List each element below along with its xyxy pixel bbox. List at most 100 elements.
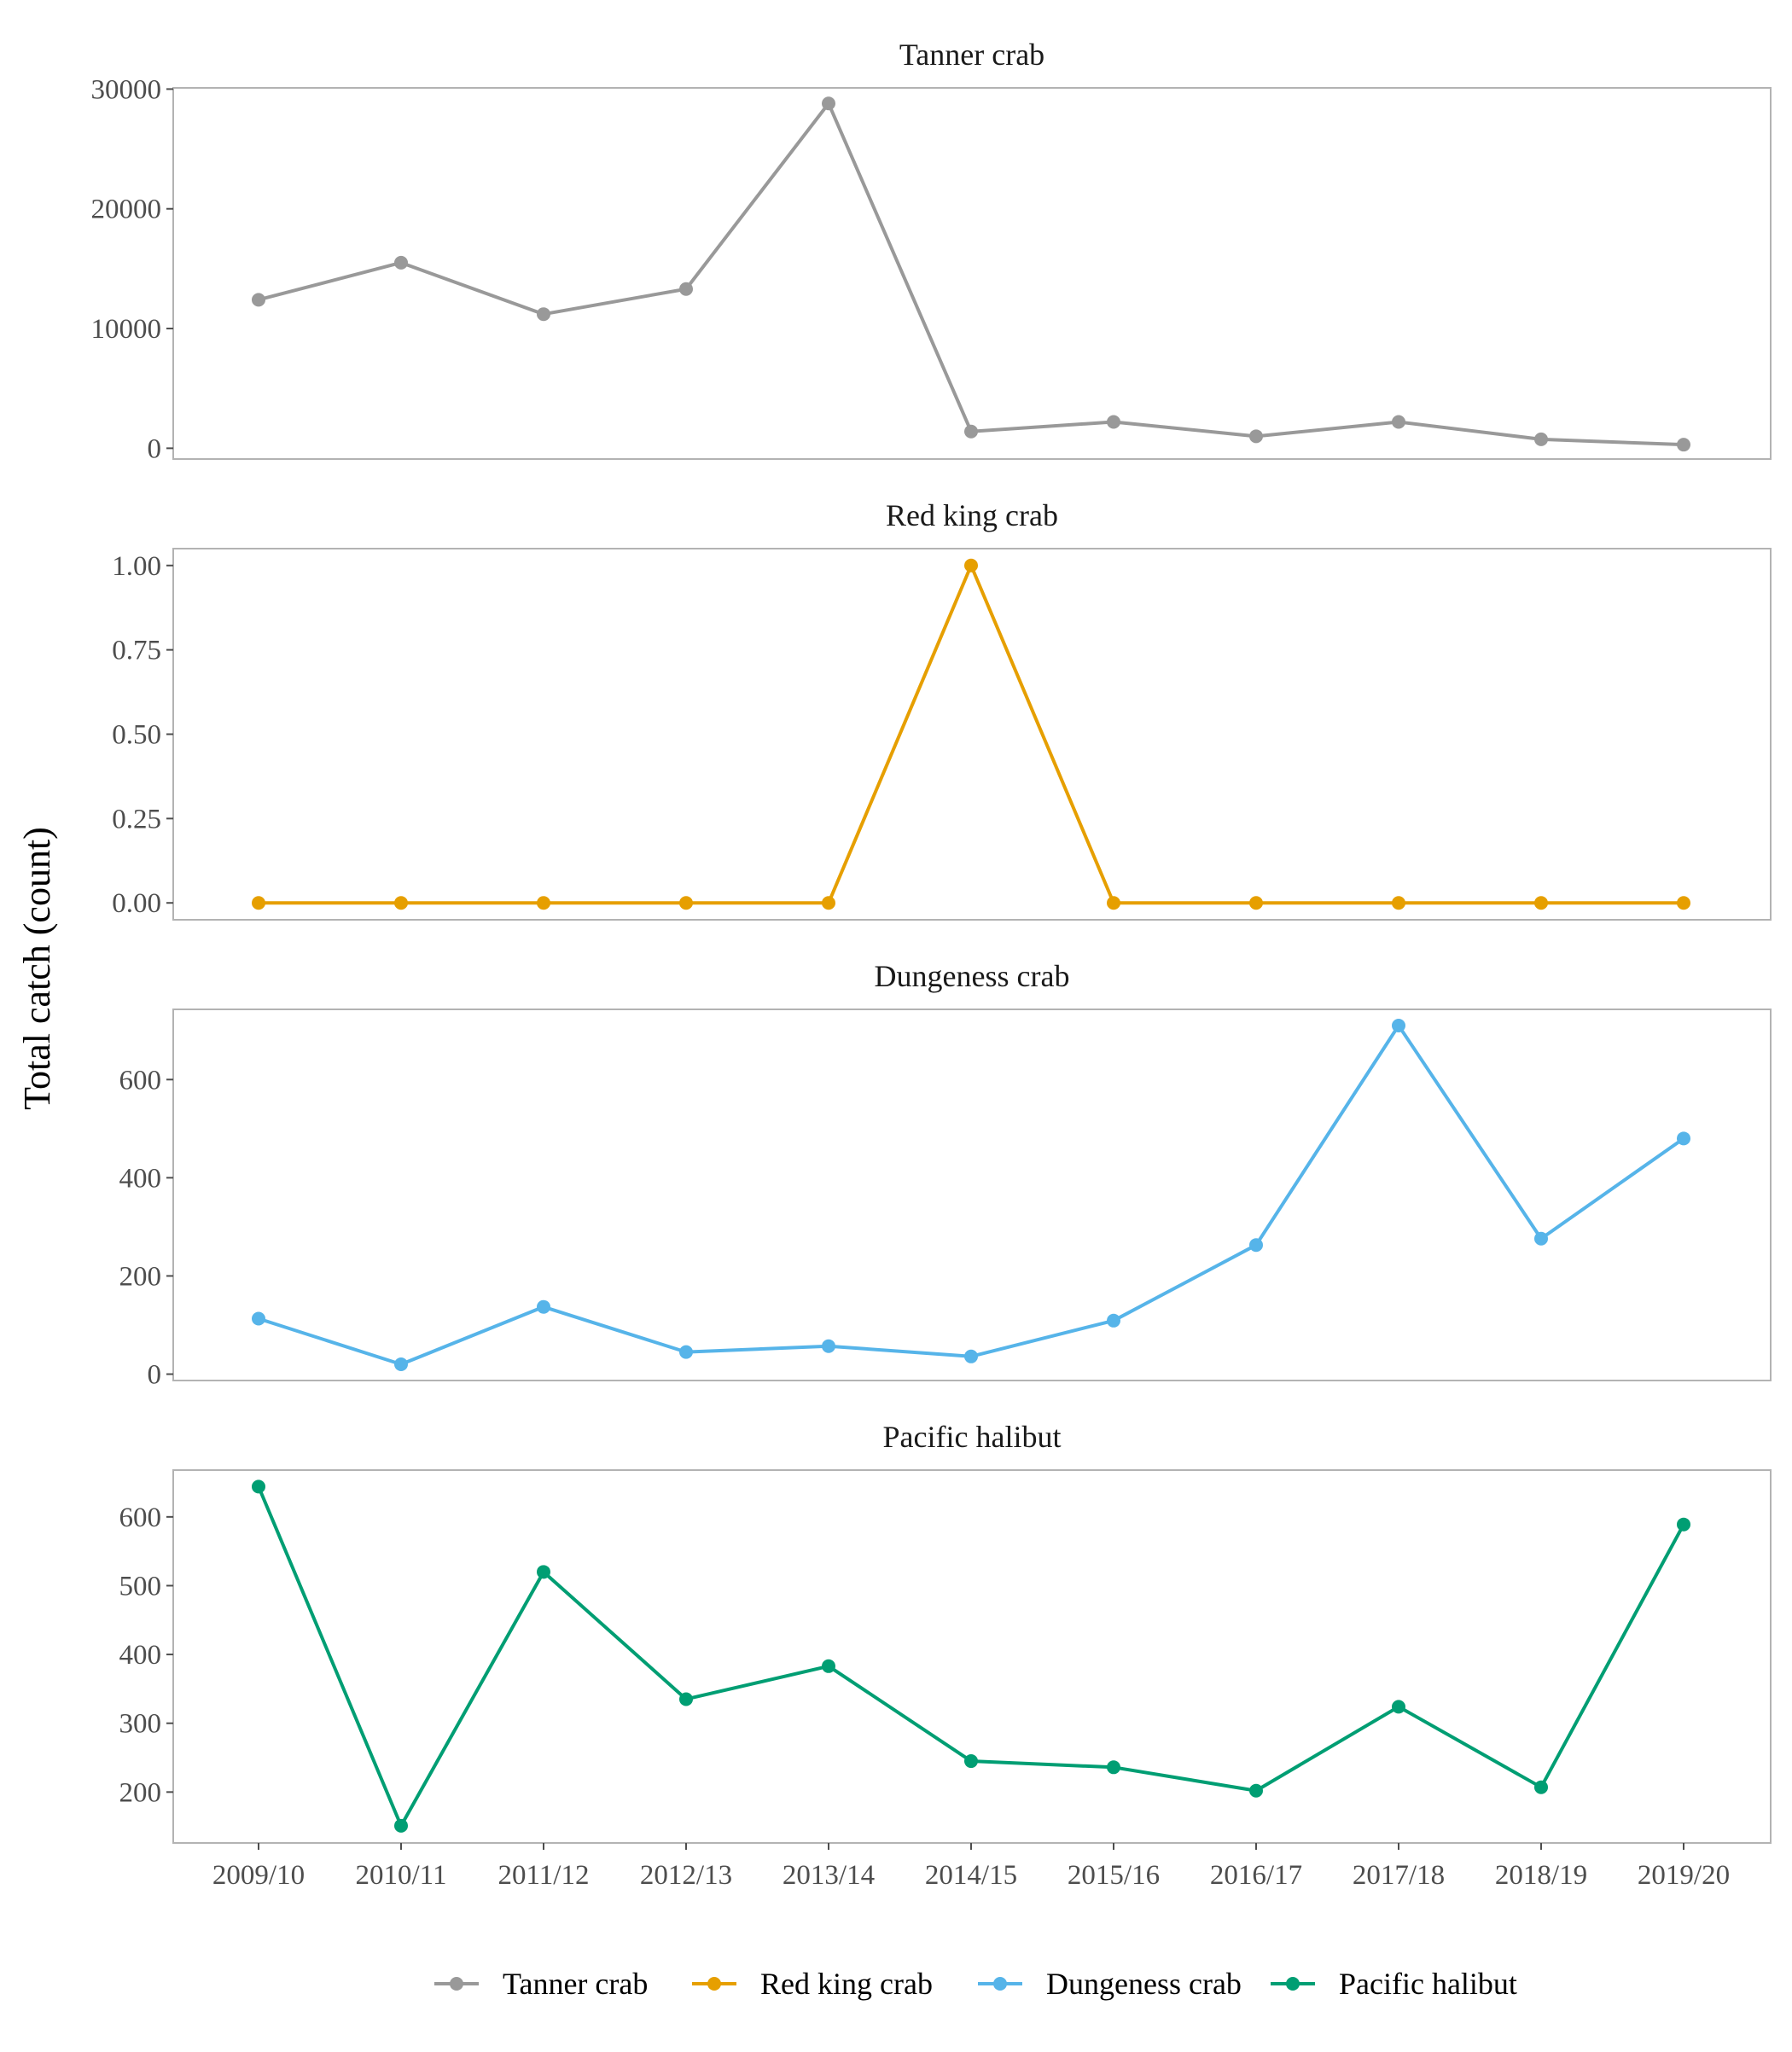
y-tick-label: 500: [119, 1571, 162, 1601]
data-point-tanner-crab: [1392, 415, 1405, 429]
panel-frame: [172, 548, 1772, 921]
data-point-dungeness-crab: [964, 1349, 978, 1363]
y-tick-label: 1.00: [112, 551, 161, 582]
legend-entry-dungeness-crab: Dungeness crab: [978, 1967, 1242, 2001]
data-point-tanner-crab: [1249, 429, 1263, 444]
y-tick-label: 200: [119, 1261, 162, 1292]
panel-frame: [172, 1469, 1772, 1844]
legend-entry-red-king-crab: Red king crab: [692, 1967, 933, 2001]
panel-title: Tanner crab: [899, 38, 1044, 72]
y-tick-label: 0: [148, 1360, 162, 1391]
y-tick-label: 0.25: [112, 804, 161, 834]
data-point-red-king-crab: [252, 896, 265, 910]
legend-key-point: [450, 1977, 463, 1991]
x-tick-label: 2012/13: [640, 1860, 732, 1891]
data-point-red-king-crab: [1677, 896, 1690, 910]
series-line-dungeness-crab: [258, 1023, 1685, 1367]
data-point-pacific-halibut: [1677, 1517, 1690, 1532]
y-tick-label: 0.50: [112, 720, 161, 751]
x-tick-label: 2015/16: [1068, 1860, 1160, 1891]
panel-red-king-crab: Red king crab 0.00 0.25 0.50 0.75 1.00: [112, 498, 1772, 921]
data-point-dungeness-crab: [1677, 1131, 1690, 1146]
x-tick-label: 2014/15: [925, 1860, 1017, 1891]
data-point-tanner-crab: [1677, 438, 1690, 452]
data-point-pacific-halibut: [964, 1754, 978, 1769]
x-tick-label: 2011/12: [498, 1860, 590, 1891]
y-tick-label: 200: [119, 1777, 162, 1808]
panel-frame: [172, 1009, 1772, 1381]
data-point-red-king-crab: [537, 896, 550, 910]
data-point-pacific-halibut: [252, 1479, 265, 1494]
data-point-pacific-halibut: [537, 1565, 550, 1579]
x-tick-label: 2018/19: [1495, 1860, 1587, 1891]
panel-frame: [172, 87, 1772, 460]
y-tick-label: 0.00: [112, 888, 161, 919]
data-point-pacific-halibut: [679, 1692, 693, 1706]
data-point-tanner-crab: [537, 307, 550, 322]
data-point-dungeness-crab: [1249, 1238, 1263, 1253]
data-point-dungeness-crab: [1392, 1018, 1405, 1032]
data-point-red-king-crab: [964, 558, 978, 573]
x-tick-label: 2013/14: [783, 1860, 875, 1891]
y-tick-label: 600: [119, 1065, 162, 1096]
panels: Tanner crab 0 10000 20000 30000 Red king crab…: [91, 38, 1772, 1891]
data-point-red-king-crab: [1107, 896, 1120, 910]
data-point-pacific-halibut: [822, 1659, 835, 1673]
panel-title: Dungeness crab: [875, 959, 1070, 993]
series-line-red-king-crab: [259, 563, 1684, 905]
data-point-red-king-crab: [1534, 896, 1548, 910]
data-point-tanner-crab: [1107, 415, 1120, 429]
data-point-dungeness-crab: [679, 1345, 693, 1359]
y-axis-title: Total catch (count): [16, 827, 58, 1110]
data-point-dungeness-crab: [537, 1299, 550, 1314]
data-point-red-king-crab: [394, 896, 408, 910]
legend-label: Tanner crab: [503, 1967, 648, 2001]
data-point-pacific-halibut: [1534, 1780, 1548, 1794]
data-point-tanner-crab: [964, 424, 978, 439]
panel-dungeness-crab: Dungeness crab 0 200 400 600: [119, 959, 1772, 1391]
legend: Tanner crab Red king crab Dungeness crab Pa…: [434, 1967, 1517, 2001]
x-tick-label: 2009/10: [212, 1860, 305, 1891]
panel-title: Red king crab: [886, 498, 1058, 532]
y-tick-label: 0: [148, 433, 162, 464]
panel-pacific-halibut: Pacific halibut 200 300 400 500 600 2009/10 201…: [119, 1420, 1772, 1891]
data-point-tanner-crab: [679, 282, 693, 296]
data-point-tanner-crab: [1534, 432, 1548, 446]
series-line-pacific-halibut: [257, 1485, 1685, 1828]
data-point-tanner-crab: [394, 255, 408, 270]
legend-label: Dungeness crab: [1046, 1967, 1242, 2001]
y-tick-label: 20000: [91, 195, 162, 225]
y-tick-label: 30000: [91, 74, 162, 105]
legend-label: Pacific halibut: [1339, 1967, 1517, 2001]
panel-tanner-crab: Tanner crab 0 10000 20000 30000: [91, 38, 1772, 464]
data-point-red-king-crab: [822, 896, 835, 910]
legend-key-point: [993, 1977, 1007, 1991]
x-tick-label: 2017/18: [1353, 1860, 1445, 1891]
y-tick-label: 0.75: [112, 636, 161, 666]
legend-entry-pacific-halibut: Pacific halibut: [1271, 1967, 1517, 2001]
data-point-dungeness-crab: [394, 1357, 408, 1372]
data-point-dungeness-crab: [252, 1311, 265, 1326]
data-point-pacific-halibut: [1249, 1783, 1263, 1798]
x-tick-label: 2016/17: [1210, 1860, 1302, 1891]
y-tick-label: 10000: [91, 314, 162, 345]
data-point-tanner-crab: [252, 293, 265, 307]
data-point-red-king-crab: [679, 896, 693, 910]
data-point-pacific-halibut: [1107, 1760, 1120, 1775]
y-tick-label: 400: [119, 1163, 162, 1194]
data-point-dungeness-crab: [822, 1339, 835, 1353]
legend-entry-tanner-crab: Tanner crab: [434, 1967, 648, 2001]
legend-label: Red king crab: [760, 1967, 933, 2001]
data-point-tanner-crab: [822, 96, 835, 111]
series-line-tanner-crab: [258, 102, 1684, 447]
y-tick-label: 400: [119, 1640, 162, 1671]
legend-key-point: [1286, 1977, 1300, 1991]
data-point-dungeness-crab: [1107, 1313, 1120, 1328]
data-point-pacific-halibut: [1392, 1700, 1405, 1714]
data-point-red-king-crab: [1249, 896, 1263, 910]
data-point-pacific-halibut: [394, 1818, 408, 1833]
legend-key-point: [707, 1977, 721, 1991]
y-tick-label: 600: [119, 1503, 162, 1533]
